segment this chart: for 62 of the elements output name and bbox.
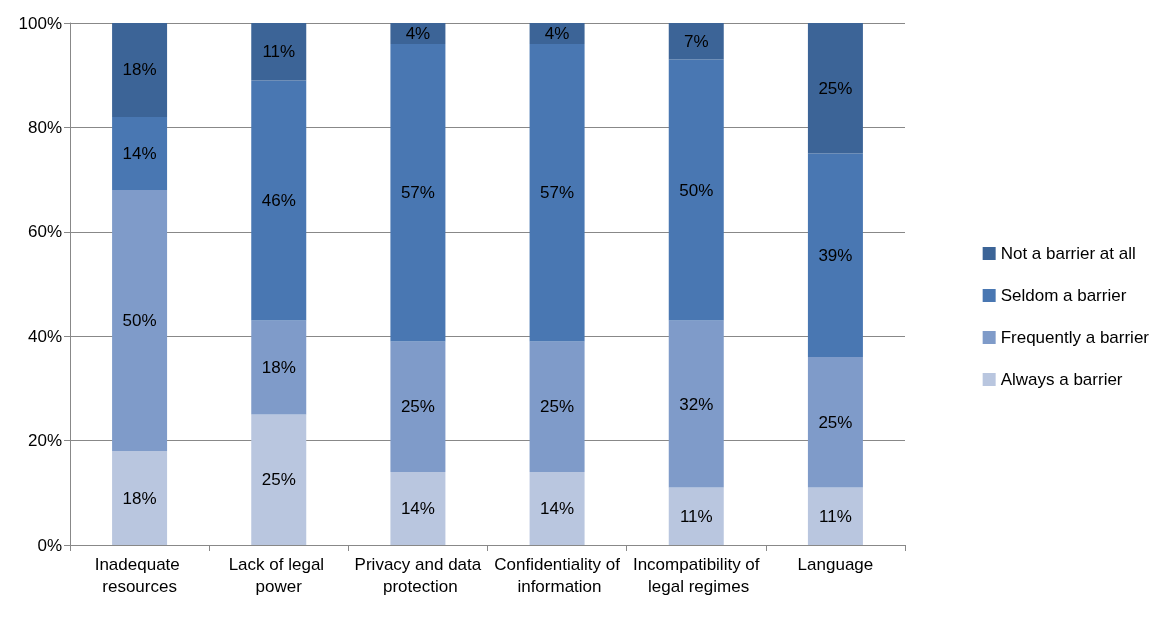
x-tick-label: Language [797, 554, 874, 574]
bar [112, 23, 168, 117]
data-label: 32% [679, 394, 714, 414]
bar [112, 451, 168, 545]
bar [807, 357, 863, 488]
bar [390, 471, 446, 545]
y-tick-label: 80% [27, 117, 62, 137]
data-label: 25% [540, 397, 575, 417]
bar [390, 341, 446, 472]
bar [529, 43, 585, 342]
bar [251, 414, 307, 545]
legend-label: Seldom a barrier [1000, 286, 1127, 305]
bar [112, 190, 168, 452]
data-label: 11% [679, 506, 713, 526]
bar [390, 43, 446, 342]
y-tick-label: 60% [27, 222, 62, 242]
x-tick-label: Incompatibility of legal regimes [632, 554, 760, 596]
x-tick-label: Inadequate resources [94, 554, 185, 596]
data-label: 57% [400, 183, 435, 203]
data-label: 18% [261, 358, 296, 378]
y-tick-label: 0% [37, 535, 62, 555]
bar [668, 487, 724, 545]
legend-label: Always a barrier [1000, 370, 1123, 389]
bar [251, 320, 307, 415]
data-label: 14% [400, 498, 435, 518]
y-tick-label: 100% [18, 13, 62, 33]
bar [668, 23, 724, 60]
bar [251, 23, 307, 81]
data-label: 11% [819, 506, 852, 526]
data-label: 39% [818, 245, 853, 265]
bar [112, 116, 168, 191]
data-label: 57% [540, 183, 575, 203]
data-label: 25% [261, 470, 296, 490]
x-tick-label: Privacy and data protection [354, 554, 482, 596]
y-tick-label: 40% [27, 326, 62, 346]
data-label: 4% [405, 23, 431, 43]
data-label: 18% [122, 60, 157, 80]
y-tick-label: 20% [27, 431, 62, 451]
data-label: 7% [683, 31, 709, 51]
bar [529, 341, 585, 472]
data-label: 25% [818, 78, 853, 98]
x-tick-label: Confidentiality of information [494, 554, 621, 596]
data-label: 18% [122, 488, 157, 508]
bar [807, 487, 863, 545]
legend-label: Not a barrier at all [1000, 244, 1136, 263]
data-label: 46% [261, 190, 296, 210]
data-label: 14% [540, 498, 575, 518]
bar [807, 23, 863, 154]
data-label: 25% [818, 412, 853, 432]
data-label: 4% [544, 23, 570, 43]
data-label: 14% [122, 144, 157, 163]
bar [807, 153, 863, 358]
data-label: 50% [679, 180, 714, 200]
bar [251, 80, 307, 321]
x-tick-label: Lack of legal power [228, 554, 329, 596]
bar [668, 59, 724, 321]
bar [668, 320, 724, 488]
data-label: 11% [262, 42, 296, 62]
bar [529, 471, 585, 545]
data-label: 50% [122, 311, 157, 331]
legend-label: Frequently a barrier [1000, 328, 1150, 347]
data-label: 25% [400, 397, 435, 417]
